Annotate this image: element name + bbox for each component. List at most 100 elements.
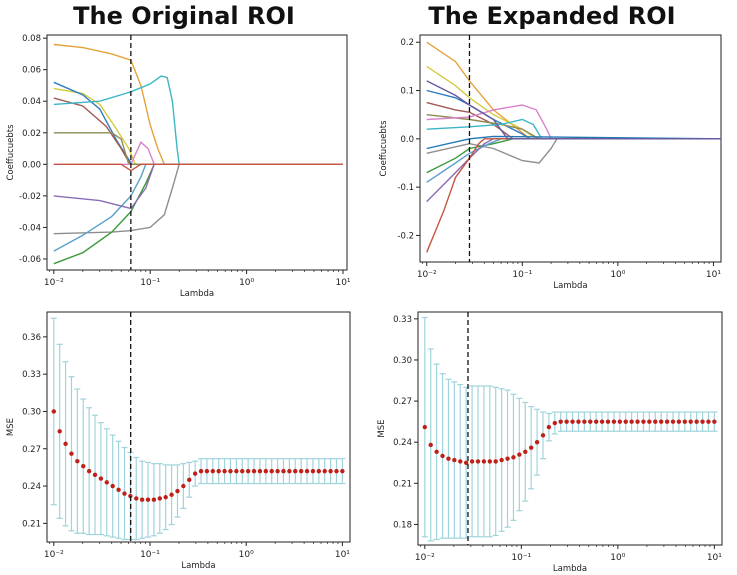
y-axis-label: Coeffucuebts [6,124,16,181]
mse-point [440,453,445,459]
mse-point [434,449,439,454]
y-tick-label: 0.27 [393,397,412,407]
y-axis-label: MSE [377,419,387,437]
axes-frame [46,311,351,543]
mse-point [534,440,540,445]
x-tick-label: 10⁻¹ [140,278,160,288]
plot-area [53,43,343,265]
mse-point [163,495,168,500]
mse-point [298,468,304,474]
axes-frame [419,34,722,263]
mse-point [712,419,717,424]
mse-point [487,459,493,464]
mse-point [511,455,516,460]
mse-point [706,419,711,424]
mse-point [81,463,86,469]
mse-point [181,483,186,489]
mse-point [234,468,239,474]
title-original-roi: The Original ROI [73,2,295,30]
mse-point [700,419,705,424]
x-tick-label: 10⁻² [44,278,64,288]
mse-point [641,419,646,424]
mse-point [204,468,210,474]
mse-point [647,419,652,424]
y-tick-label: 0.00 [22,160,41,170]
mse-point [546,424,552,430]
mse-point [605,419,611,424]
x-tick-label: 10⁰ [239,278,254,288]
mse-point [187,477,192,483]
mse-point [110,483,115,489]
mse-point [576,419,581,424]
mse-point [528,445,534,450]
plot-area [421,316,718,542]
x-tick-label: 10⁻¹ [140,550,160,560]
mse-point [116,487,121,492]
y-tick-label: 0.06 [22,66,41,76]
y-tick-label: -0.02 [19,192,41,202]
mse-point [458,459,463,464]
mse-point [134,496,139,501]
mse-point [251,468,257,474]
x-tick-label: 10⁻² [417,270,437,280]
mse-point [611,419,617,424]
y-tick-label: 0.27 [22,445,41,455]
mse-point [69,451,74,456]
mse-point [269,468,274,474]
mse-point [222,468,227,474]
mse-point [493,459,498,464]
mse-point [593,419,599,424]
x-axis-label: Lambda [553,564,587,574]
mse-point [658,419,664,424]
panel-mse-original: 10⁻² 10⁻¹ 10⁰ 10¹ 0.21 0.24 0.27 0.30 0.33 0.36 La… [6,311,351,571]
mse-point [446,456,451,461]
mse-point [670,419,676,424]
mse-point [263,468,269,474]
mse-point [304,468,310,474]
y-tick-label: 0.33 [393,315,412,325]
panel-mse-expanded: 10⁻² 10⁻¹ 10⁰ 10¹ 0.18 0.21 0.24 0.27 0.30 0.33 La… [377,311,723,574]
mse-point [428,442,433,448]
mse-point [617,419,623,424]
y-tick-label: 0.04 [22,97,41,107]
coefficient-path-e14 [426,80,721,140]
panel-coef-expanded: 10⁻² 10⁻¹ 10⁰ 10¹ -0.2 -0.1 0.0 0.1 0.2 Lambda Coe… [379,34,722,291]
mse-point [463,460,469,465]
mse-point [316,468,322,474]
mse-point [629,419,634,424]
mse-point [310,468,316,474]
mse-point [51,409,56,414]
x-tick-label: 10⁻¹ [512,270,532,280]
mse-point [257,468,263,474]
y-tick-label: 0.18 [393,520,412,530]
mse-point [198,468,204,474]
mse-point [151,497,157,502]
mse-point [275,468,280,474]
mse-point [122,491,127,496]
mse-point [293,468,298,474]
y-tick-label: -0.1 [397,183,414,193]
y-tick-label: 0.30 [22,407,41,417]
mse-point [322,468,327,474]
mse-point [523,449,528,454]
y-tick-label: 0.24 [22,482,41,492]
x-tick-label: 10¹ [335,550,350,560]
y-axis-label: Coeffucuebts [379,120,389,177]
coefficient-path-c1 [53,43,343,165]
y-tick-label: 0.02 [22,129,41,139]
y-tick-label: -0.2 [397,231,414,241]
mse-point [469,459,475,464]
mse-point [558,419,563,424]
mse-point [228,468,233,474]
mse-point [676,419,682,424]
x-tick-label: 10⁰ [610,553,625,563]
mse-point [104,480,109,485]
mse-point [63,441,68,446]
coefficient-path-e13 [426,135,721,150]
mse-point [145,497,151,502]
y-tick-label: 0.21 [393,479,412,489]
mse-point [139,497,145,502]
y-tick-label: 0.08 [22,34,41,44]
mse-point [281,468,286,474]
mse-point [328,468,333,474]
